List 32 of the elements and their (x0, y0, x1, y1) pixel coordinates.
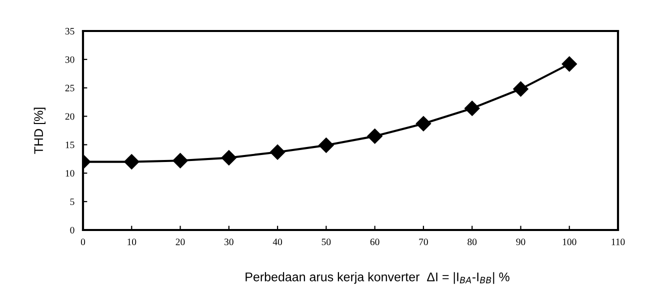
point (562, 56, 577, 72)
y-tick-label: 30 (65, 56, 74, 63)
point (124, 154, 140, 170)
y-tick-label: 25 (65, 84, 74, 92)
x-tick-label: 30 (224, 238, 234, 246)
point (367, 128, 382, 144)
point (513, 81, 528, 97)
y-tick-label: 5 (70, 198, 74, 206)
x-tick-label: 40 (272, 238, 282, 246)
y-tick-label: 0 (70, 226, 74, 234)
x-tick-label: 50 (322, 238, 331, 246)
x-tick-label: 0 (80, 238, 86, 246)
point (318, 138, 334, 153)
y-axis-title: THD [%] (34, 108, 46, 154)
y-tick-label: 10 (66, 170, 74, 177)
point (416, 116, 432, 132)
point (221, 150, 236, 166)
y-tick-label: 35 (65, 28, 74, 34)
point (172, 153, 188, 168)
x-tick-label: 80 (468, 238, 477, 246)
x-tick-label: 110 (612, 238, 625, 246)
x-tick-label: 90 (516, 238, 526, 246)
point (464, 100, 480, 116)
point (270, 144, 286, 160)
x-tick-label: 70 (419, 238, 428, 246)
y-tick-label: 20 (65, 113, 74, 120)
y-tick-label: 15 (66, 142, 74, 148)
x-tick-label: 10 (128, 238, 136, 246)
x-tick-label: 100 (562, 238, 576, 246)
x-axis-title: Perbedaan arus kerja konverter ΔI = |I$_{BA}$-I$_{BB}$| % (246, 272, 510, 284)
x-tick-label: 60 (370, 238, 380, 246)
x-tick-label: 20 (176, 238, 185, 246)
